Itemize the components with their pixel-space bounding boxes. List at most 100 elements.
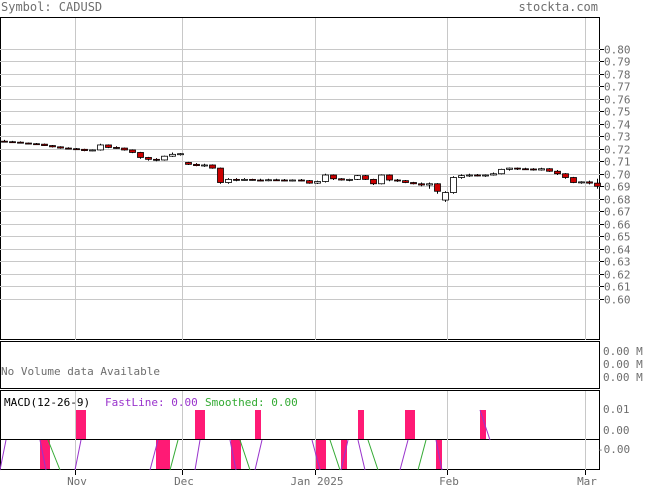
candle-body bbox=[306, 180, 313, 184]
month-label: Nov bbox=[67, 475, 87, 486]
candle bbox=[209, 164, 216, 169]
candle-body bbox=[538, 168, 545, 171]
candle-body bbox=[177, 153, 184, 156]
candle bbox=[121, 147, 128, 151]
vertical-grid bbox=[75, 18, 586, 340]
candle bbox=[113, 146, 120, 149]
macd-fastline-label: FastLine: 0.00 bbox=[105, 396, 198, 409]
candle bbox=[273, 178, 280, 182]
candle-body bbox=[426, 183, 433, 186]
candle bbox=[265, 178, 272, 182]
macd-bar bbox=[316, 440, 326, 469]
candle bbox=[354, 175, 361, 181]
candle-body bbox=[402, 180, 409, 183]
macd-fastline bbox=[74, 439, 82, 471]
candle-body bbox=[257, 179, 264, 182]
candle bbox=[9, 140, 16, 144]
candle bbox=[330, 174, 337, 181]
price-tick-label: 0.70 bbox=[604, 169, 631, 182]
candle bbox=[161, 155, 168, 161]
candle-body bbox=[434, 183, 441, 192]
macd-bar bbox=[40, 440, 50, 469]
candle bbox=[322, 173, 329, 183]
candle-body bbox=[121, 147, 128, 151]
macd-fastline bbox=[435, 439, 443, 471]
candle-body bbox=[137, 152, 144, 158]
candle-body bbox=[217, 167, 224, 183]
candle bbox=[370, 178, 377, 186]
candle bbox=[33, 142, 40, 146]
candle-body bbox=[498, 168, 505, 175]
candle-body bbox=[233, 178, 240, 181]
candle bbox=[498, 168, 505, 175]
candle bbox=[554, 169, 561, 176]
macd-fastline bbox=[311, 439, 321, 471]
candle-body bbox=[330, 174, 337, 180]
month-label: Dec bbox=[174, 475, 194, 486]
candle bbox=[201, 163, 208, 167]
price-tick-label: 0.64 bbox=[604, 244, 631, 257]
candle-body bbox=[338, 178, 345, 181]
candle bbox=[105, 144, 112, 149]
candle bbox=[57, 146, 64, 149]
macd-bar bbox=[358, 410, 364, 439]
candle bbox=[281, 179, 288, 182]
volume-tick-1: 0.00 M bbox=[603, 345, 643, 358]
candle bbox=[298, 179, 305, 182]
candle bbox=[81, 148, 88, 152]
price-tick-label: 0.80 bbox=[604, 44, 631, 57]
candle-body bbox=[185, 162, 192, 165]
macd-fastline bbox=[357, 439, 366, 471]
macd-fastline bbox=[479, 409, 491, 441]
candle bbox=[233, 178, 240, 182]
candle bbox=[177, 153, 184, 156]
candle-body bbox=[161, 155, 168, 161]
candle-body bbox=[241, 178, 248, 181]
candle-body bbox=[314, 181, 321, 184]
candle bbox=[474, 174, 481, 177]
candle bbox=[378, 174, 385, 185]
candle-body bbox=[522, 168, 529, 171]
candle-body bbox=[546, 168, 553, 172]
candle-body bbox=[362, 175, 369, 180]
candle-body bbox=[322, 174, 329, 182]
candle-body bbox=[129, 149, 136, 153]
candle-body bbox=[386, 174, 393, 181]
price-tick-label: 0.61 bbox=[604, 281, 631, 294]
candle-body bbox=[281, 179, 288, 182]
candle bbox=[362, 175, 369, 181]
candle bbox=[434, 183, 441, 194]
candle bbox=[185, 161, 192, 165]
candle bbox=[169, 152, 176, 157]
candle-body bbox=[506, 167, 513, 170]
candle-body bbox=[65, 147, 72, 150]
candle-body bbox=[442, 192, 449, 201]
candle bbox=[506, 167, 513, 171]
candle-body bbox=[554, 170, 561, 175]
candle bbox=[145, 156, 152, 161]
candle bbox=[490, 172, 497, 176]
macd-smoothed-line bbox=[417, 439, 427, 471]
macd-smoothed-line bbox=[367, 439, 379, 471]
candle bbox=[410, 181, 417, 185]
macd-bar bbox=[195, 410, 205, 439]
macd-fastline bbox=[149, 439, 159, 471]
candle-body bbox=[9, 141, 16, 144]
candle bbox=[217, 167, 224, 184]
candle-body bbox=[105, 144, 112, 148]
candle-body bbox=[49, 145, 56, 148]
price-panel-frame bbox=[0, 17, 600, 340]
macd-fastline bbox=[39, 439, 47, 471]
candle-body bbox=[1, 140, 8, 143]
macd-bar bbox=[156, 440, 170, 469]
candle-body bbox=[394, 179, 401, 182]
price-grid bbox=[0, 49, 600, 300]
candle-body bbox=[169, 153, 176, 157]
candle-body bbox=[289, 179, 296, 182]
macd-fastline bbox=[399, 439, 409, 471]
macd-smoothed-label: Smoothed: 0.00 bbox=[205, 396, 298, 409]
price-tick-label: 0.78 bbox=[604, 69, 631, 82]
candle-body bbox=[25, 142, 32, 145]
price-axis: 0.800.790.780.770.760.750.740.730.720.71… bbox=[600, 44, 631, 307]
